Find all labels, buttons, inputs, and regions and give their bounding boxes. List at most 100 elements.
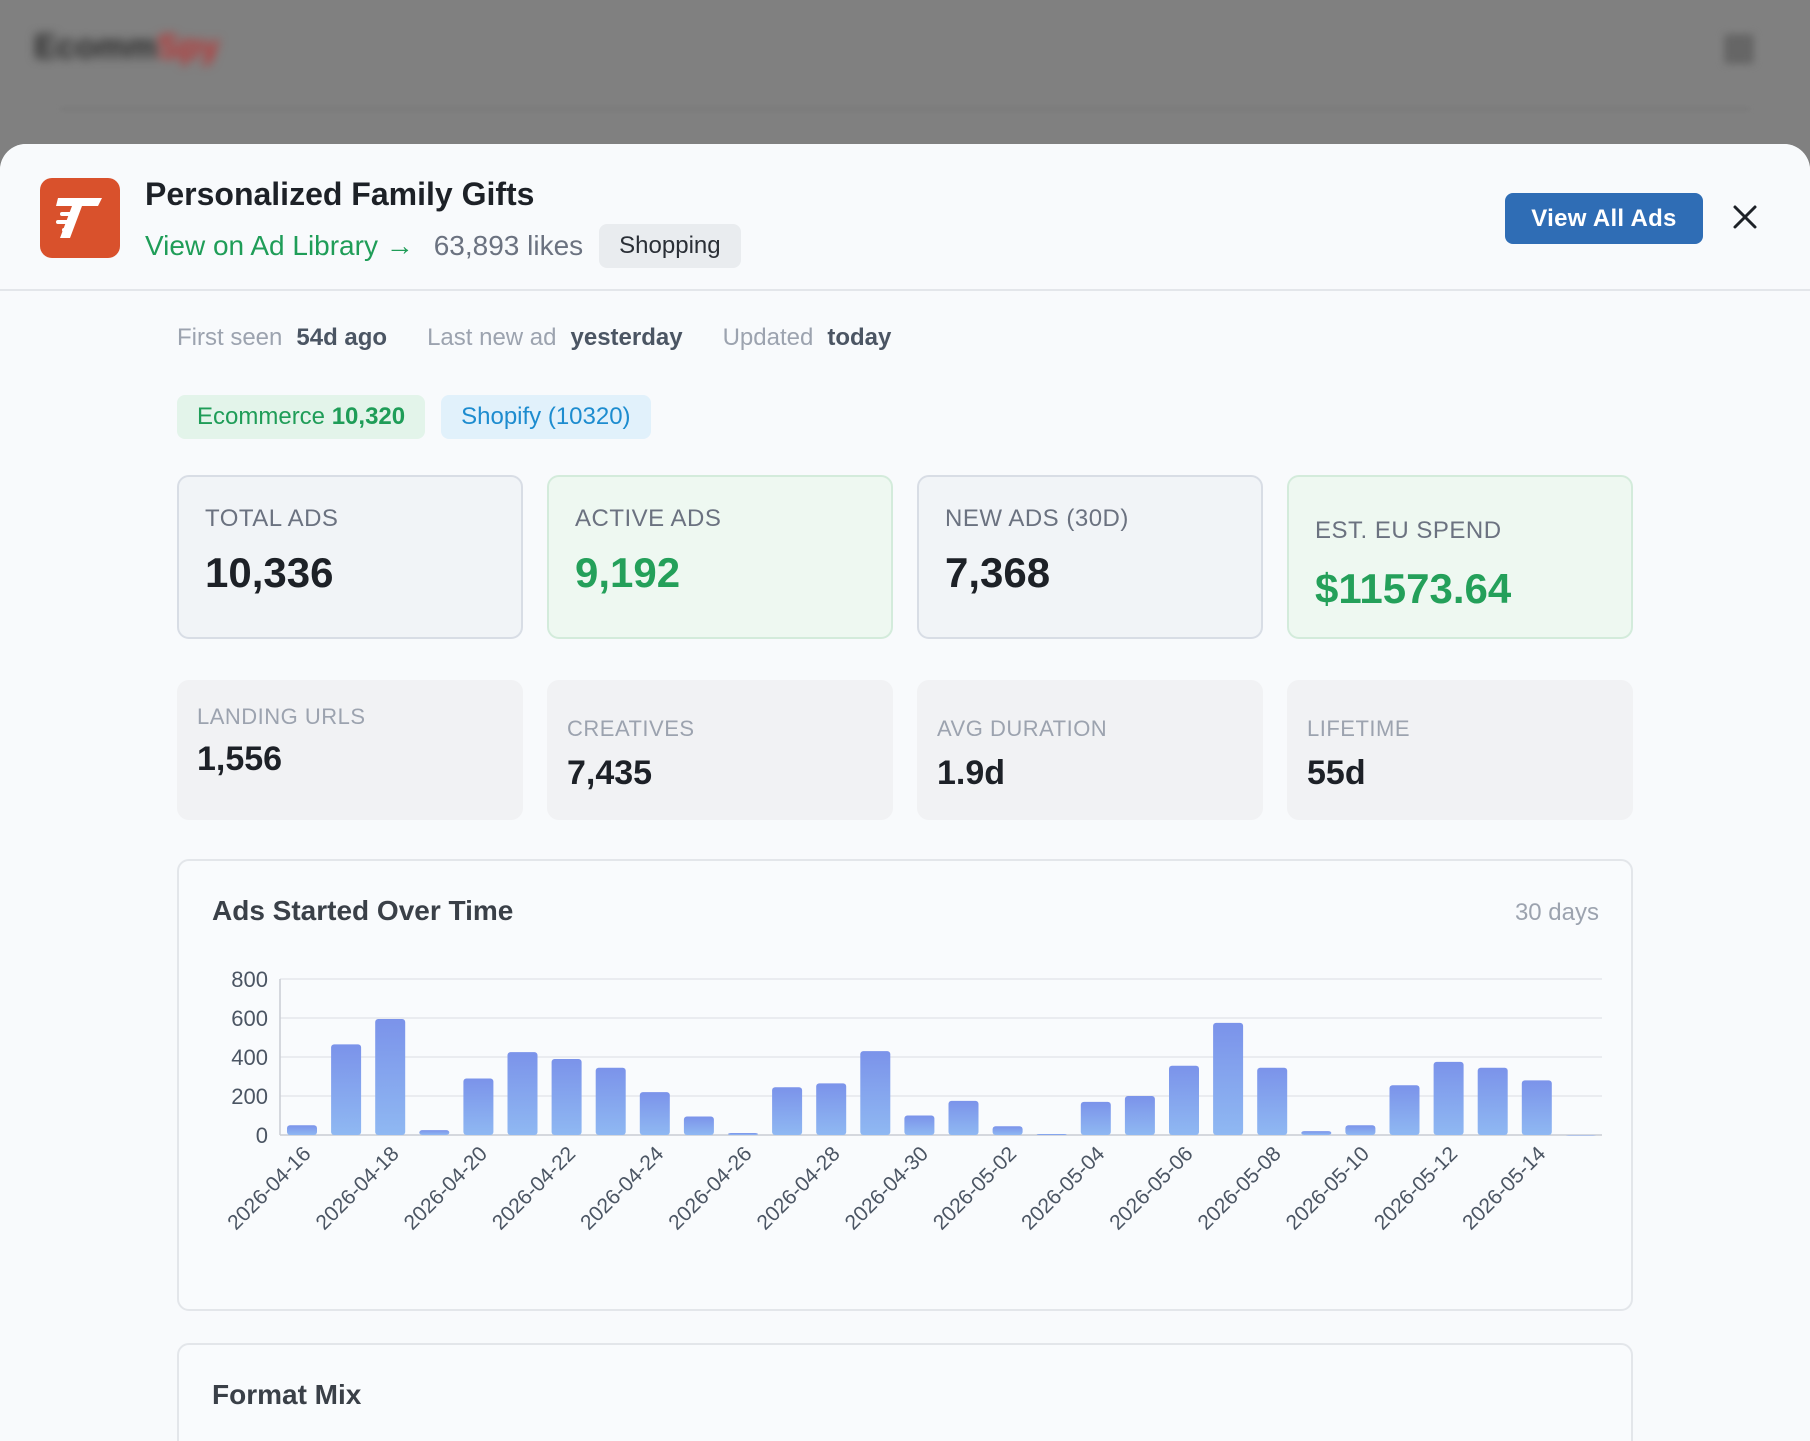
stat-label: TOTAL ADS: [205, 505, 339, 532]
y-tick-label: 600: [231, 1006, 268, 1031]
chart-bar[interactable]: [948, 1100, 979, 1135]
likes-count: 63,893 likes: [433, 230, 584, 261]
x-tick-label: 2026-05-06: [1105, 1142, 1197, 1234]
chart-bar[interactable]: [1389, 1085, 1420, 1135]
chart-bar[interactable]: [683, 1116, 714, 1135]
mini-stat-label: CREATIVES: [567, 716, 695, 741]
last-new-ad: Last new ad yesterday: [427, 324, 683, 352]
stat-label: NEW ADS (30D): [945, 505, 1129, 532]
modal-header: Personalized Family Gifts View on Ad Lib…: [0, 144, 1810, 291]
mini-stat-label: LANDING URLS: [197, 704, 366, 729]
stat-card-total-ads: TOTAL ADS 10,336: [177, 475, 523, 639]
category-badge: Shopping: [599, 224, 741, 268]
stat-value: 9,192: [575, 549, 681, 596]
x-tick-label: 2026-05-02: [929, 1142, 1021, 1234]
chart-bar[interactable]: [639, 1092, 670, 1135]
chart-bar[interactable]: [904, 1115, 935, 1136]
chart-bar[interactable]: [1036, 1134, 1067, 1135]
chart-bar[interactable]: [1565, 1135, 1596, 1136]
chart-title: Ads Started Over Time: [212, 895, 514, 926]
x-tick-label: 2026-05-12: [1370, 1142, 1462, 1234]
chart-bar[interactable]: [375, 1018, 406, 1135]
mini-stat-value: 1.9d: [937, 754, 1006, 792]
background-logo-accent: Spy: [156, 28, 220, 66]
background-menu-icon: [1724, 34, 1754, 64]
ad-library-link[interactable]: View on Ad Library →: [145, 230, 414, 261]
chart-bar[interactable]: [287, 1125, 317, 1135]
updated-label: Updated: [722, 324, 814, 351]
stat-label: EST. EU SPEND: [1315, 517, 1502, 544]
chart-range-label: 30 days: [1514, 899, 1599, 926]
stat-card-active-ads: ACTIVE ADS 9,192: [547, 475, 893, 639]
updated: Updated today: [723, 324, 892, 352]
chart-bar[interactable]: [1124, 1096, 1155, 1135]
timeline-meta: First seen 54d ago Last new ad yesterday U…: [177, 324, 931, 352]
first-seen: First seen 54d ago: [177, 324, 387, 352]
y-tick-label: 0: [256, 1123, 268, 1148]
chart-bar[interactable]: [1080, 1101, 1111, 1135]
chart-bar[interactable]: [1301, 1131, 1332, 1135]
advertiser-modal: Personalized Family Gifts View on Ad Lib…: [0, 144, 1810, 1441]
chart-bar[interactable]: [551, 1058, 582, 1135]
x-tick-label: 2026-04-16: [223, 1142, 315, 1234]
mini-stat-value: 55d: [1307, 754, 1366, 792]
chart-bar[interactable]: [1345, 1125, 1376, 1135]
chart-bar[interactable]: [507, 1052, 538, 1135]
updated-value: today: [827, 324, 892, 351]
chart-bar[interactable]: [595, 1067, 626, 1135]
stat-label: ACTIVE ADS: [575, 505, 722, 532]
background-logo-text: Ecomm: [34, 28, 157, 66]
close-icon[interactable]: [1728, 200, 1762, 234]
mini-stat-label: AVG DURATION: [937, 716, 1108, 741]
x-tick-label: 2026-04-26: [664, 1142, 756, 1234]
last-new-ad-value: yesterday: [570, 324, 683, 351]
shopify-tag[interactable]: Shopify (10320): [441, 395, 651, 439]
x-tick-label: 2026-05-10: [1282, 1142, 1374, 1234]
chart-bar[interactable]: [728, 1133, 758, 1135]
chart-bar[interactable]: [860, 1051, 891, 1135]
mini-card-landing-urls: LANDING URLS 1,556: [177, 680, 523, 820]
first-seen-label: First seen: [177, 324, 283, 351]
view-all-ads-button[interactable]: View All Ads: [1505, 193, 1703, 244]
x-tick-label: 2026-05-14: [1458, 1142, 1550, 1234]
mini-card-creatives: CREATIVES 7,435: [547, 680, 893, 820]
chart-bar[interactable]: [331, 1044, 362, 1135]
mini-card-avg-duration: AVG DURATION 1.9d: [917, 680, 1263, 820]
mini-stat-value: 7,435: [567, 754, 653, 792]
ads-over-time-chart-card: Ads Started Over Time 30 days 0 200 400 600…: [177, 859, 1633, 1311]
stat-value: 7,368: [945, 549, 1051, 596]
x-tick-label: 2026-04-22: [488, 1142, 580, 1234]
mini-stat-value: 1,556: [197, 740, 283, 778]
background-app: EcommSpy: [0, 0, 1810, 160]
chart-bar[interactable]: [1169, 1065, 1199, 1135]
first-seen-value: 54d ago: [296, 324, 388, 351]
chart-bar[interactable]: [1521, 1080, 1552, 1135]
advertiser-meta: View on Ad Library → 63,893 likes Shoppi…: [145, 224, 741, 268]
stat-card-new-ads: NEW ADS (30D) 7,368: [917, 475, 1263, 639]
chart-bar[interactable]: [463, 1078, 494, 1135]
ecommerce-tag[interactable]: Ecommerce 10,320: [177, 395, 426, 439]
stat-value: $11573.64: [1315, 565, 1512, 612]
chart-bar[interactable]: [1257, 1067, 1288, 1135]
chart-bar[interactable]: [419, 1130, 450, 1135]
y-tick-label: 800: [231, 967, 268, 992]
chart-bar[interactable]: [992, 1126, 1023, 1135]
chart-bar[interactable]: [1433, 1061, 1464, 1135]
background-logo: EcommSpy: [34, 28, 219, 67]
brand-logo-icon: [40, 178, 120, 258]
y-tick-label: 200: [231, 1084, 268, 1109]
ecommerce-tag-label: Ecommerce: [197, 403, 326, 430]
stat-card-eu-spend: EST. EU SPEND $11573.64: [1287, 475, 1633, 639]
chart-bar[interactable]: [1213, 1022, 1244, 1135]
x-tick-label: 2026-04-28: [753, 1142, 845, 1234]
chart-bar[interactable]: [816, 1083, 847, 1135]
x-tick-label: 2026-04-24: [576, 1142, 668, 1234]
x-tick-label: 2026-04-18: [312, 1142, 404, 1234]
format-mix-card: Format Mix: [177, 1343, 1633, 1441]
x-tick-label: 2026-05-04: [1017, 1142, 1109, 1234]
mini-card-lifetime: LIFETIME 55d: [1287, 680, 1633, 820]
chart-bar[interactable]: [772, 1087, 803, 1135]
chart-bar[interactable]: [1477, 1067, 1508, 1135]
mini-stat-label: LIFETIME: [1307, 716, 1411, 741]
